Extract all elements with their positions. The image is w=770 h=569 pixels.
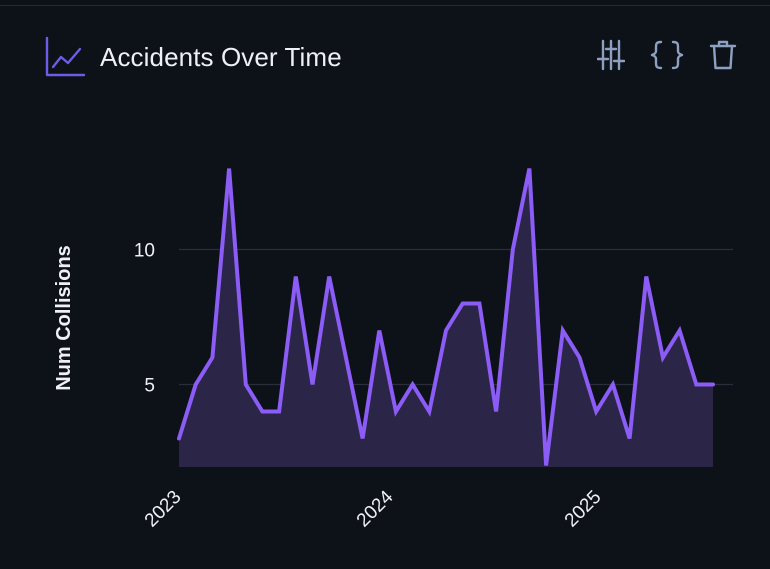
line-chart-icon xyxy=(44,36,86,78)
panel-toolbar xyxy=(572,40,740,74)
y-tick-label: 5 xyxy=(144,376,155,397)
y-tick-label: 10 xyxy=(134,241,155,262)
x-tick-label: 2023 xyxy=(141,487,186,532)
x-tick-label: 2024 xyxy=(353,486,398,531)
panel-header: Accidents Over Time xyxy=(44,36,342,78)
accidents-chart: 5 10 Num Collisions 2023 2024 2025 xyxy=(0,100,770,564)
braces-icon xyxy=(650,39,684,76)
trash-icon xyxy=(709,39,737,76)
x-tick-label: 2025 xyxy=(561,487,606,532)
top-divider xyxy=(0,5,770,6)
settings-button[interactable] xyxy=(594,40,628,74)
chart-area: 5 10 Num Collisions 2023 2024 2025 xyxy=(0,100,770,564)
code-button[interactable] xyxy=(650,40,684,74)
page-title: Accidents Over Time xyxy=(100,42,342,73)
y-axis-label: Num Collisions xyxy=(53,245,75,391)
delete-button[interactable] xyxy=(706,40,740,74)
sliders-icon xyxy=(597,39,625,76)
